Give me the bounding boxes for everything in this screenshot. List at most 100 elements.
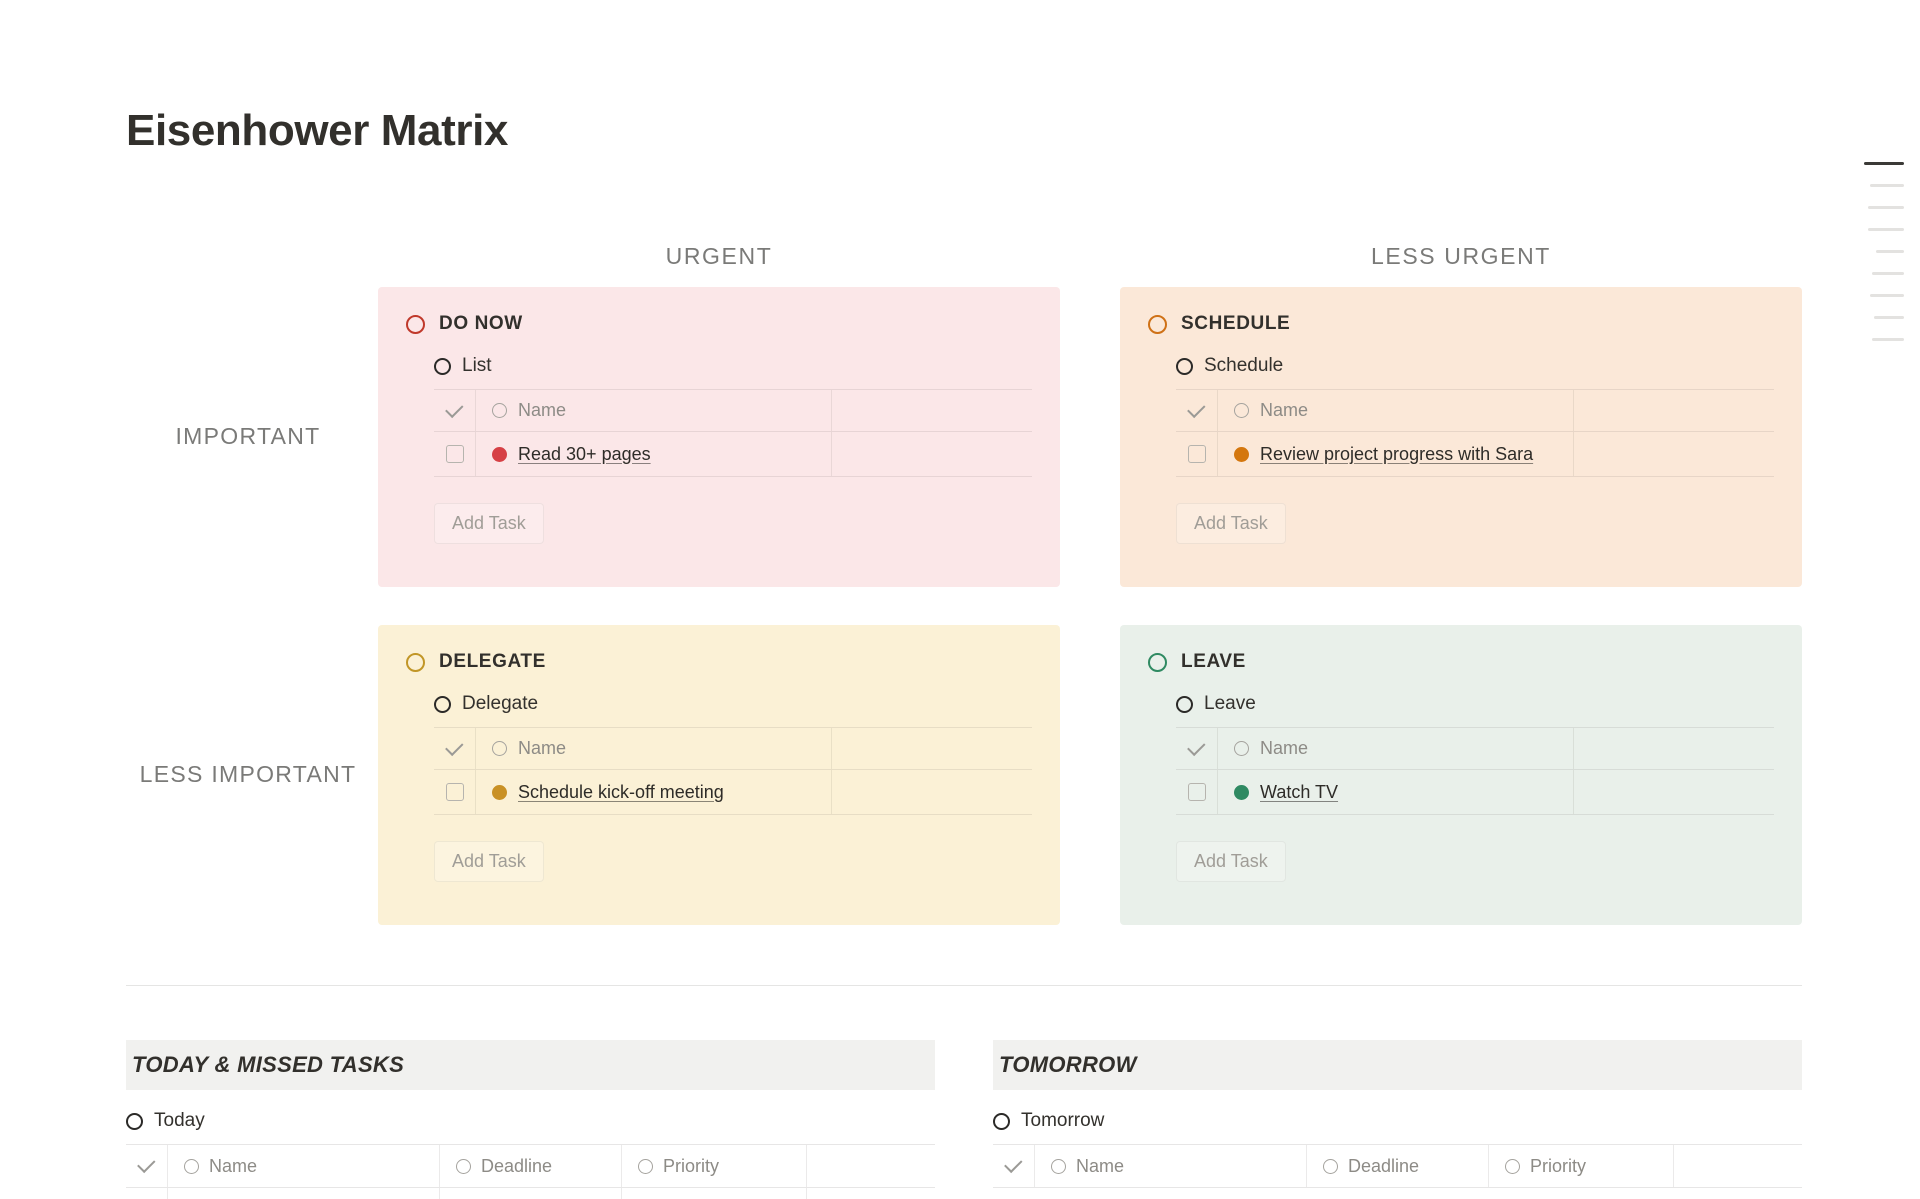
quadrant-do-now[interactable]: DO NOW List Name: [378, 287, 1060, 587]
table-row[interactable]: Watch TV: [1176, 770, 1774, 815]
quadrant-delegate[interactable]: DELEGATE Delegate Name: [378, 625, 1060, 925]
row-name-cell[interactable]: Review project progress with Sara: [1218, 432, 1574, 476]
header-spacer-cell: [832, 728, 1032, 769]
bottom-section: TODAY & MISSED TASKS Today Name Deadline…: [126, 1040, 1802, 1199]
database-title-today[interactable]: Today: [126, 1110, 935, 1132]
checkbox[interactable]: [445, 783, 464, 801]
header-spacer-cell: [1574, 390, 1774, 431]
minimap-line[interactable]: [1872, 338, 1904, 341]
header-name-cell[interactable]: Name: [1218, 728, 1574, 769]
row-name-cell[interactable]: Schedule kick-off meeting: [476, 770, 832, 814]
check-icon: [136, 1154, 155, 1174]
header-check-cell[interactable]: [126, 1145, 168, 1187]
table-header-row-tomorrow: Name Deadline Priority: [993, 1144, 1802, 1188]
circle-icon: [434, 695, 451, 713]
row-checkbox-cell[interactable]: [126, 1188, 168, 1199]
row-checkbox-cell[interactable]: [434, 770, 476, 814]
quadrant-leave[interactable]: LEAVE Leave Name: [1120, 625, 1802, 925]
task-table-delegate: Name Schedule kick-off meeting: [434, 727, 1032, 815]
task-name[interactable]: Schedule kick-off meeting: [518, 781, 724, 802]
table-header-row-today: Name Deadline Priority: [126, 1144, 935, 1188]
header-check-cell[interactable]: [434, 728, 476, 769]
panel-banner-tomorrow: TOMORROW: [993, 1040, 1802, 1090]
database-name: Schedule: [1204, 355, 1284, 376]
row-priority-cell[interactable]: [622, 1188, 807, 1199]
minimap-line[interactable]: [1874, 316, 1904, 319]
row-name-cell[interactable]: Read 30+ pages: [476, 432, 832, 476]
page-title: Eisenhower Matrix: [126, 106, 508, 155]
circle-icon: [126, 1112, 143, 1130]
add-task-button[interactable]: Add Task: [434, 503, 544, 544]
task-name[interactable]: Review project progress with Sara: [1260, 443, 1534, 464]
matrix-rows: IMPORTANT DO NOW List Name: [126, 287, 1802, 925]
circle-icon: [492, 403, 507, 418]
header-check-cell[interactable]: [434, 390, 476, 431]
header-deadline-cell[interactable]: Deadline: [440, 1145, 622, 1187]
header-tail-cell: [807, 1145, 935, 1187]
table-row[interactable]: Review project progress with Sara: [1176, 432, 1774, 477]
header-name-cell[interactable]: Name: [476, 728, 832, 769]
row-label-important: IMPORTANT: [175, 423, 321, 450]
minimap-line[interactable]: [1868, 228, 1904, 231]
database-title-delegate[interactable]: Delegate: [434, 693, 1032, 715]
check-icon: [444, 737, 463, 756]
minimap-line[interactable]: [1868, 206, 1904, 209]
quadrant-label: DELEGATE: [439, 651, 546, 672]
header-name-cell[interactable]: Name: [476, 390, 832, 431]
checkbox[interactable]: [1187, 445, 1206, 463]
quadrant-schedule[interactable]: SCHEDULE Schedule Name: [1120, 287, 1802, 587]
minimap-line[interactable]: [1872, 272, 1904, 275]
table-row[interactable]: Read 30+ pages: [434, 432, 1032, 477]
header-priority-cell[interactable]: Priority: [1489, 1145, 1674, 1187]
database-title-tomorrow[interactable]: Tomorrow: [993, 1110, 1802, 1132]
scroll-minimap[interactable]: [1858, 162, 1904, 341]
circle-icon: [993, 1112, 1010, 1130]
table-header-row: Name: [1176, 389, 1774, 432]
row-checkbox-cell[interactable]: [1176, 770, 1218, 814]
header-priority-cell[interactable]: Priority: [622, 1145, 807, 1187]
database-title-leave[interactable]: Leave: [1176, 693, 1774, 715]
circle-icon: [1176, 695, 1193, 713]
table-row[interactable]: Schedule kick-off meeting: [434, 770, 1032, 815]
checkbox[interactable]: [1187, 783, 1206, 801]
database-title-list[interactable]: List: [434, 355, 1032, 377]
column-header-deadline: Deadline: [481, 1155, 553, 1176]
header-check-cell[interactable]: [993, 1145, 1035, 1187]
minimap-line[interactable]: [1870, 184, 1904, 187]
database-name: Leave: [1204, 693, 1256, 714]
circle-icon: [434, 357, 451, 375]
database-title-schedule[interactable]: Schedule: [1176, 355, 1774, 377]
task-table-leave: Name Watch TV: [1176, 727, 1774, 815]
header-check-cell[interactable]: [1176, 390, 1218, 431]
add-task-button[interactable]: Add Task: [434, 841, 544, 882]
task-name[interactable]: Read 30+ pages: [518, 443, 651, 464]
quadrant-label: DO NOW: [439, 313, 523, 334]
header-name-cell[interactable]: Name: [1035, 1145, 1307, 1187]
column-header-urgent: URGENT: [665, 242, 773, 269]
task-name[interactable]: Watch TV: [1260, 781, 1339, 802]
add-task-button[interactable]: Add Task: [1176, 503, 1286, 544]
minimap-line[interactable]: [1864, 162, 1904, 165]
column-header-name: Name: [209, 1155, 258, 1176]
row-checkbox-cell[interactable]: [434, 432, 476, 476]
header-deadline-cell[interactable]: Deadline: [1307, 1145, 1489, 1187]
minimap-line[interactable]: [1870, 294, 1904, 297]
table-row[interactable]: Read 30+ pages January 9, 2024: [126, 1188, 935, 1199]
checkbox[interactable]: [445, 445, 464, 463]
row-gap: [1060, 287, 1120, 587]
matrix-container: URGENT LESS URGENT IMPORTANT DO NOW List: [126, 225, 1802, 925]
header-name-cell[interactable]: Name: [1218, 390, 1574, 431]
add-task-button[interactable]: Add Task: [1176, 841, 1286, 882]
column-header-name: Name: [1260, 738, 1309, 758]
header-check-cell[interactable]: [1176, 728, 1218, 769]
row-name-cell[interactable]: Read 30+ pages: [168, 1188, 440, 1199]
minimap-line[interactable]: [1876, 250, 1904, 253]
row-name-cell[interactable]: Watch TV: [1218, 770, 1574, 814]
header-name-cell[interactable]: Name: [168, 1145, 440, 1187]
row-deadline-cell[interactable]: January 9, 2024: [440, 1188, 622, 1199]
table-header-row: Name: [434, 727, 1032, 770]
circle-icon: [406, 652, 425, 672]
header-tail-cell: [1674, 1145, 1802, 1187]
row-checkbox-cell[interactable]: [1176, 432, 1218, 476]
check-icon: [1186, 737, 1205, 756]
